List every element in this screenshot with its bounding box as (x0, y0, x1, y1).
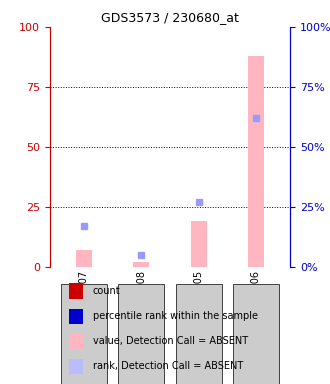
Bar (191, 222, 207, 267)
FancyBboxPatch shape (61, 284, 107, 384)
Text: percentile rank within the sample: percentile rank within the sample (93, 311, 258, 321)
Bar (69, 359, 83, 374)
Bar (76, 250, 92, 267)
FancyBboxPatch shape (118, 284, 164, 384)
FancyBboxPatch shape (233, 284, 279, 384)
FancyBboxPatch shape (176, 284, 221, 384)
Bar (69, 334, 83, 349)
Text: value, Detection Call = ABSENT: value, Detection Call = ABSENT (93, 336, 248, 346)
Text: rank, Detection Call = ABSENT: rank, Detection Call = ABSENT (93, 361, 243, 371)
Text: count: count (93, 286, 120, 296)
Bar (133, 262, 149, 267)
Bar (69, 283, 83, 299)
Title: GDS3573 / 230680_at: GDS3573 / 230680_at (101, 11, 239, 24)
Bar (248, 56, 264, 267)
Text: infection: infection (0, 383, 1, 384)
Bar (69, 309, 83, 324)
